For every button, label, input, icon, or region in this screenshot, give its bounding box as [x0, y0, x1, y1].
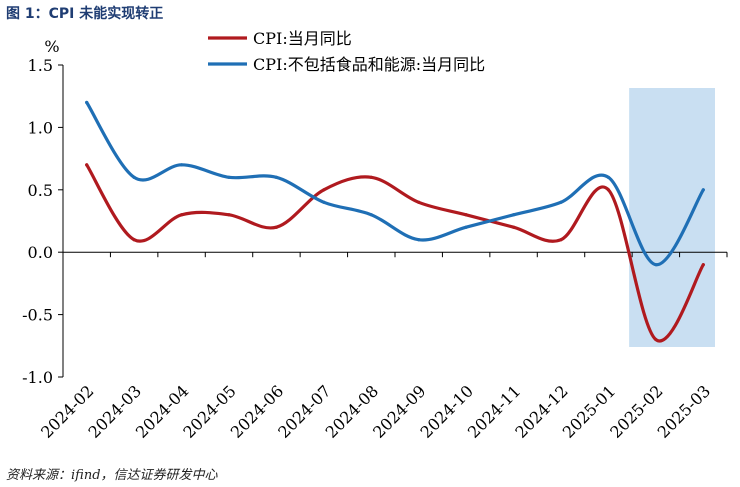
- legend: CPI:当月同比 CPI:不包括食品和能源:当月同比: [208, 29, 485, 74]
- series-1-point: [274, 225, 279, 229]
- series-2-point: [132, 175, 136, 179]
- source-note: 资料来源：ifind，信达证券研发中心: [6, 468, 218, 483]
- series-2-point: [322, 200, 326, 204]
- series-1-point: [369, 175, 373, 179]
- series-1-point: [654, 337, 658, 342]
- series-2-point: [701, 188, 705, 192]
- series-2-point: [654, 263, 658, 267]
- x-tick-label: 2025-03: [654, 381, 714, 441]
- series-line-2: [85, 100, 705, 267]
- series-2-point: [369, 213, 373, 217]
- series-1-point: [464, 213, 468, 217]
- series-1-point: [511, 225, 516, 229]
- series-2-point: [85, 100, 89, 105]
- y-tick-label: 0.0: [28, 243, 53, 262]
- series-2-point: [464, 225, 468, 229]
- series-1-point: [322, 188, 326, 192]
- series-layer: [85, 100, 705, 343]
- series-1-point: [701, 263, 705, 267]
- legend-label-2: CPI:不包括食品和能源:当月同比: [253, 55, 485, 74]
- series-1-point: [559, 238, 563, 242]
- highlight-band: [629, 88, 715, 347]
- series-1-point: [85, 163, 89, 167]
- series-1-point: [179, 213, 184, 217]
- y-tick-label: -0.5: [22, 306, 53, 325]
- y-axis-unit: %: [44, 37, 59, 56]
- figure-title: 图 1：CPI 未能实现转正: [6, 6, 164, 22]
- series-1-point: [132, 238, 136, 242]
- series-2-point: [274, 175, 279, 179]
- series-2-point: [606, 175, 611, 179]
- y-tick-label: 0.5: [28, 181, 53, 200]
- axes: % 1.51.00.50.0-0.5-1.02024-022024-032024…: [22, 37, 728, 442]
- y-tick-label: 1.0: [28, 118, 53, 137]
- series-2-point: [179, 163, 184, 167]
- legend-label-1: CPI:当月同比: [253, 29, 352, 48]
- series-2-point: [417, 238, 421, 242]
- series-1-point: [606, 188, 611, 192]
- series-2-point: [227, 175, 231, 179]
- series-1-point: [227, 213, 231, 217]
- series-2-point: [559, 200, 563, 204]
- series-1-point: [417, 200, 421, 204]
- y-tick-label: 1.5: [28, 56, 53, 75]
- y-tick-label: -1.0: [22, 368, 53, 387]
- series-2-point: [511, 213, 516, 217]
